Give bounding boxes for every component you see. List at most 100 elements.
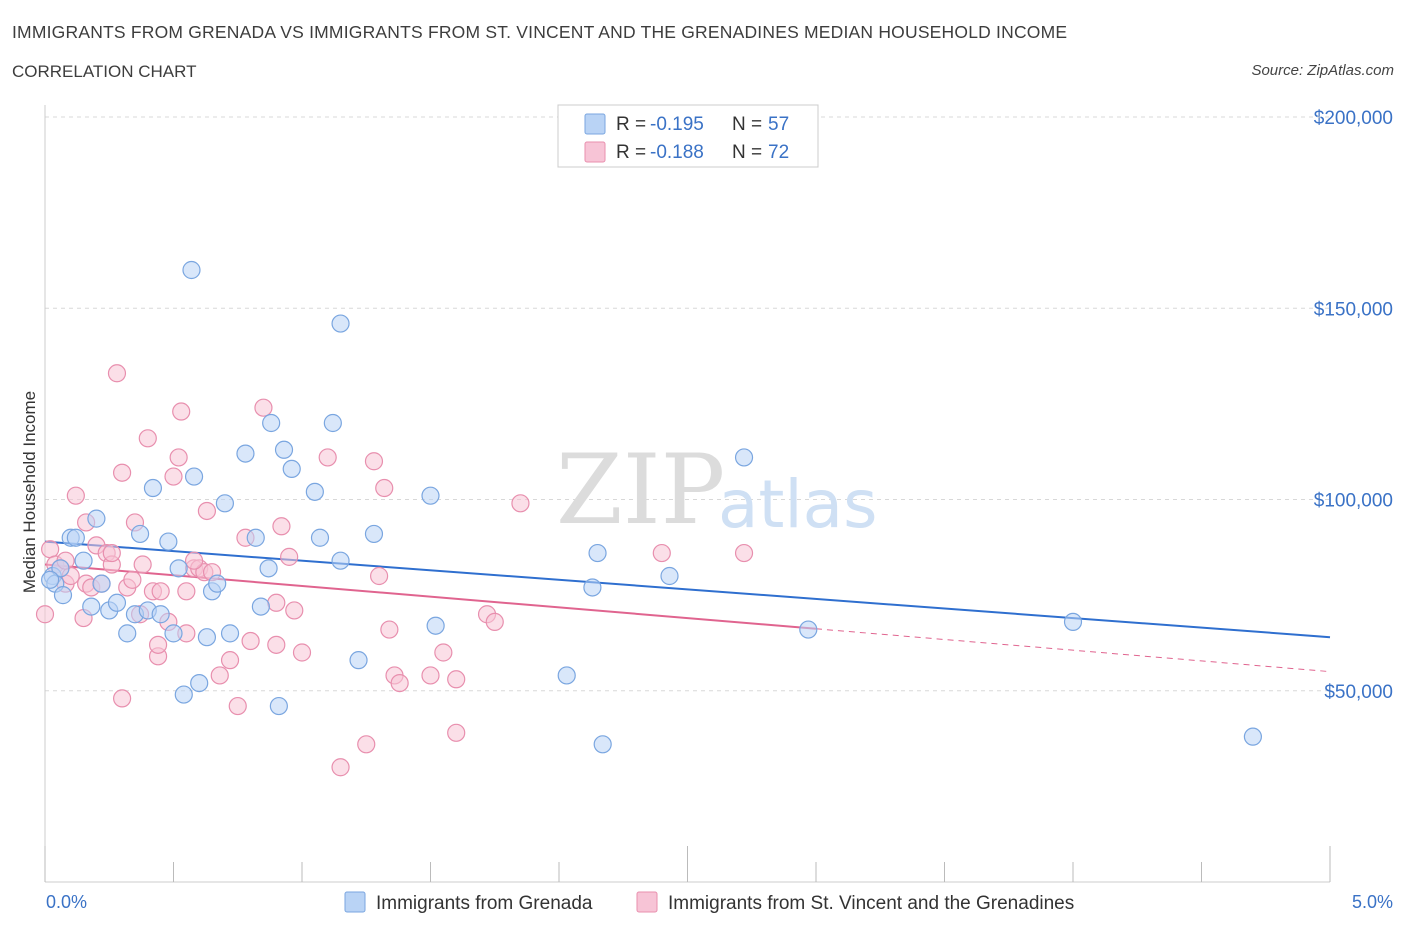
series-pink-points xyxy=(35,364,754,777)
point-pink xyxy=(112,463,132,482)
point-pink xyxy=(148,635,168,654)
point-blue xyxy=(41,570,60,589)
point-blue xyxy=(364,524,384,544)
point-blue xyxy=(331,314,350,333)
x-tick-max: 5.0% xyxy=(1352,892,1393,912)
bottom-legend-blue-label: Immigrants from Grenada xyxy=(376,893,593,914)
point-pink xyxy=(375,478,394,498)
point-blue xyxy=(1243,727,1263,746)
source-label: Source: ZipAtlas.com xyxy=(1251,62,1394,79)
point-blue xyxy=(92,574,111,593)
point-blue xyxy=(583,578,602,597)
legend-pink-r-value: -0.188 xyxy=(650,142,704,163)
point-pink xyxy=(220,651,240,670)
bottom-legend-swatch-blue xyxy=(344,891,366,913)
point-blue xyxy=(182,260,201,280)
legend-blue-n-value: 57 xyxy=(768,114,789,135)
point-pink xyxy=(107,364,127,383)
point-blue xyxy=(74,551,93,570)
point-pink xyxy=(421,666,440,685)
point-pink xyxy=(390,673,409,693)
watermark: ZIP atlas xyxy=(556,434,878,546)
point-blue xyxy=(799,620,818,639)
point-pink xyxy=(434,643,453,662)
point-blue xyxy=(197,628,217,647)
point-pink xyxy=(292,643,312,662)
point-pink xyxy=(210,666,229,685)
point-pink xyxy=(102,543,121,563)
point-pink xyxy=(172,402,191,421)
point-blue xyxy=(588,543,607,563)
point-blue xyxy=(246,528,265,547)
legend-pink-n-value: 72 xyxy=(768,142,789,163)
point-blue xyxy=(251,597,270,616)
point-blue xyxy=(331,551,350,570)
point-blue xyxy=(274,440,294,459)
point-pink xyxy=(184,551,204,570)
point-blue xyxy=(593,735,612,754)
point-pink xyxy=(169,448,188,467)
point-pink xyxy=(357,735,376,754)
point-blue xyxy=(53,586,73,605)
point-pink xyxy=(280,547,299,566)
point-blue xyxy=(66,528,85,547)
point-blue xyxy=(220,624,240,643)
legend-blue-r-value: -0.195 xyxy=(650,114,704,135)
point-pink xyxy=(380,620,399,639)
point-blue xyxy=(151,605,170,624)
point-pink xyxy=(267,635,286,654)
point-pink xyxy=(485,612,504,632)
point-pink xyxy=(331,758,350,777)
point-blue xyxy=(87,509,106,528)
point-pink xyxy=(138,429,157,448)
point-blue xyxy=(323,413,342,433)
legend-pink-r-label: R = xyxy=(616,142,646,163)
point-blue xyxy=(82,597,101,616)
point-blue xyxy=(130,524,150,544)
point-pink xyxy=(35,605,55,624)
trend-line-blue xyxy=(44,540,1331,639)
point-pink xyxy=(151,582,170,601)
point-blue xyxy=(184,467,204,486)
point-pink xyxy=(133,555,152,574)
stats-legend: R = -0.195 N = 57 R = -0.188 N = 72 xyxy=(557,104,819,168)
watermark-atlas: atlas xyxy=(718,466,878,543)
point-blue xyxy=(118,624,137,643)
point-pink xyxy=(267,593,286,612)
point-pink xyxy=(254,398,273,417)
point-pink xyxy=(652,543,671,563)
point-pink xyxy=(447,670,466,689)
legend-blue-n-label: N = xyxy=(732,114,762,135)
point-blue xyxy=(164,624,183,643)
point-pink xyxy=(66,486,85,505)
series-blue-points xyxy=(41,260,1263,754)
legend-swatch-blue xyxy=(584,113,606,135)
point-pink xyxy=(241,631,260,651)
point-pink xyxy=(511,494,530,513)
point-blue xyxy=(215,494,234,513)
point-blue xyxy=(426,616,445,635)
point-blue xyxy=(557,666,576,685)
point-blue xyxy=(282,459,301,478)
point-blue xyxy=(143,478,163,498)
point-blue xyxy=(269,696,288,716)
chart-subtitle: CORRELATION CHART xyxy=(12,62,197,81)
point-pink xyxy=(177,582,196,601)
point-blue xyxy=(174,685,193,704)
bottom-legend-swatch-pink xyxy=(636,891,658,913)
point-blue xyxy=(660,566,679,586)
point-pink xyxy=(112,689,132,708)
point-pink xyxy=(318,448,337,467)
y-tick-label: $50,000 xyxy=(1324,682,1393,703)
watermark-zip: ZIP xyxy=(556,434,725,546)
y-tick-label: $150,000 xyxy=(1314,299,1393,320)
gridlines: $50,000 $100,000 $150,000 $200,000 xyxy=(45,108,1393,703)
point-pink xyxy=(197,501,217,521)
point-blue xyxy=(310,528,330,547)
legend-swatch-pink xyxy=(584,141,606,163)
point-pink xyxy=(364,452,384,471)
point-pink xyxy=(370,566,389,586)
x-tick-min: 0.0% xyxy=(46,892,87,912)
point-pink xyxy=(123,570,142,589)
